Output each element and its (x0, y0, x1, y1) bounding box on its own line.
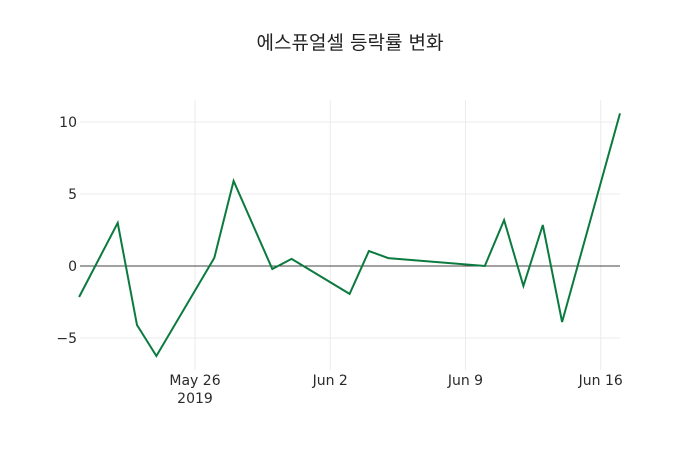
x-tick-label: May 26 (169, 373, 220, 389)
y-tick-label: 10 (59, 115, 77, 131)
y-tick-label: 0 (68, 259, 77, 275)
x-tick-label: Jun 9 (447, 373, 483, 389)
y-tick-label: −5 (56, 331, 77, 347)
x-tick-label: Jun 16 (578, 373, 623, 389)
y-tick-label: 5 (68, 187, 77, 203)
series-line (78, 113, 621, 358)
x-tick-year-label: 2019 (177, 391, 213, 407)
y-axis-ticks: −5 0 5 10 (56, 115, 77, 347)
x-tick-label: Jun 2 (312, 373, 348, 389)
chart-title: 에스퓨얼셀 등락률 변화 (256, 32, 444, 54)
x-axis-ticks: May 26 2019 Jun 2 Jun 9 Jun 16 (169, 373, 622, 407)
grid-lines (80, 100, 620, 370)
